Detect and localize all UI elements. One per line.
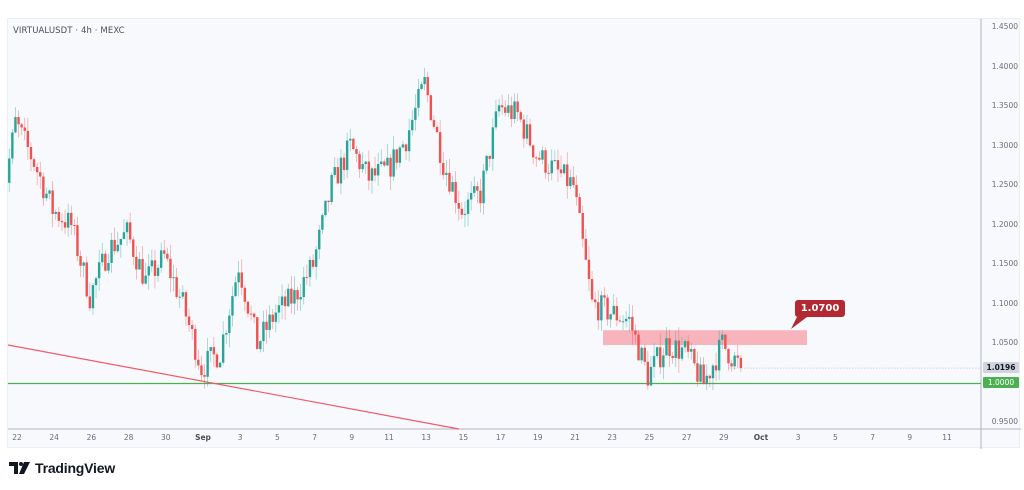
price-tick: 1.2000	[991, 219, 1018, 229]
time-tick: 11	[942, 433, 952, 442]
descending-trend-line[interactable]	[8, 344, 460, 430]
time-tick: 7	[312, 433, 317, 442]
price-tick: 1.1500	[991, 259, 1018, 268]
time-tick: 17	[495, 433, 506, 442]
tradingview-logo[interactable]: TradingView	[9, 460, 115, 476]
time-tick: 5	[275, 433, 280, 442]
time-tick: 3	[795, 433, 801, 442]
tradingview-wordmark: TradingView	[35, 460, 116, 476]
time-tick: 13	[421, 433, 431, 442]
price-tick: 1.4500	[991, 22, 1018, 31]
time-tick: 11	[384, 433, 394, 442]
time-tick: 9	[907, 433, 913, 442]
tradingview-logo-icon	[9, 462, 30, 474]
time-tick: 21	[570, 433, 580, 442]
chart-frame	[7, 18, 1021, 449]
time-tick: Oct	[753, 433, 769, 442]
support-price-badge: 1.0000	[983, 377, 1019, 388]
resistance-callout: 1.0700	[795, 300, 845, 317]
time-tick: 25	[644, 433, 655, 442]
time-tick: 5	[833, 433, 838, 442]
time-tick: 19	[533, 433, 543, 442]
time-tick: 24	[49, 433, 59, 442]
candlestick-series	[8, 67, 743, 391]
callout-pointer	[791, 317, 807, 329]
time-tick: 29	[719, 433, 729, 442]
price-tick: 1.2500	[991, 180, 1018, 189]
time-tick: 27	[681, 433, 692, 442]
time-tick: 26	[86, 433, 97, 442]
time-tick: 9	[349, 433, 355, 442]
symbol-title: VIRTUALUSDT · 4h · MEXC	[13, 26, 125, 36]
price-tick: 0.9500	[991, 417, 1018, 426]
time-tick: 23	[607, 433, 617, 442]
price-tick: 1.4000	[991, 61, 1018, 71]
time-tick: Sep	[195, 433, 211, 442]
time-tick: 7	[870, 433, 875, 442]
price-tick: 1.0500	[991, 338, 1018, 347]
last-price-badge: 1.0196	[983, 362, 1019, 373]
time-tick: 22	[12, 433, 22, 442]
time-tick: 15	[458, 433, 469, 442]
price-tick: 1.3500	[991, 101, 1018, 110]
price-tick: 1.1000	[991, 298, 1018, 308]
resistance-zone[interactable]	[603, 330, 807, 345]
price-tick: 1.3000	[991, 140, 1018, 150]
time-tick: 30	[161, 433, 171, 442]
price-chart-canvas[interactable]	[8, 19, 1021, 449]
time-tick: 3	[237, 433, 243, 442]
time-tick: 28	[123, 433, 134, 442]
